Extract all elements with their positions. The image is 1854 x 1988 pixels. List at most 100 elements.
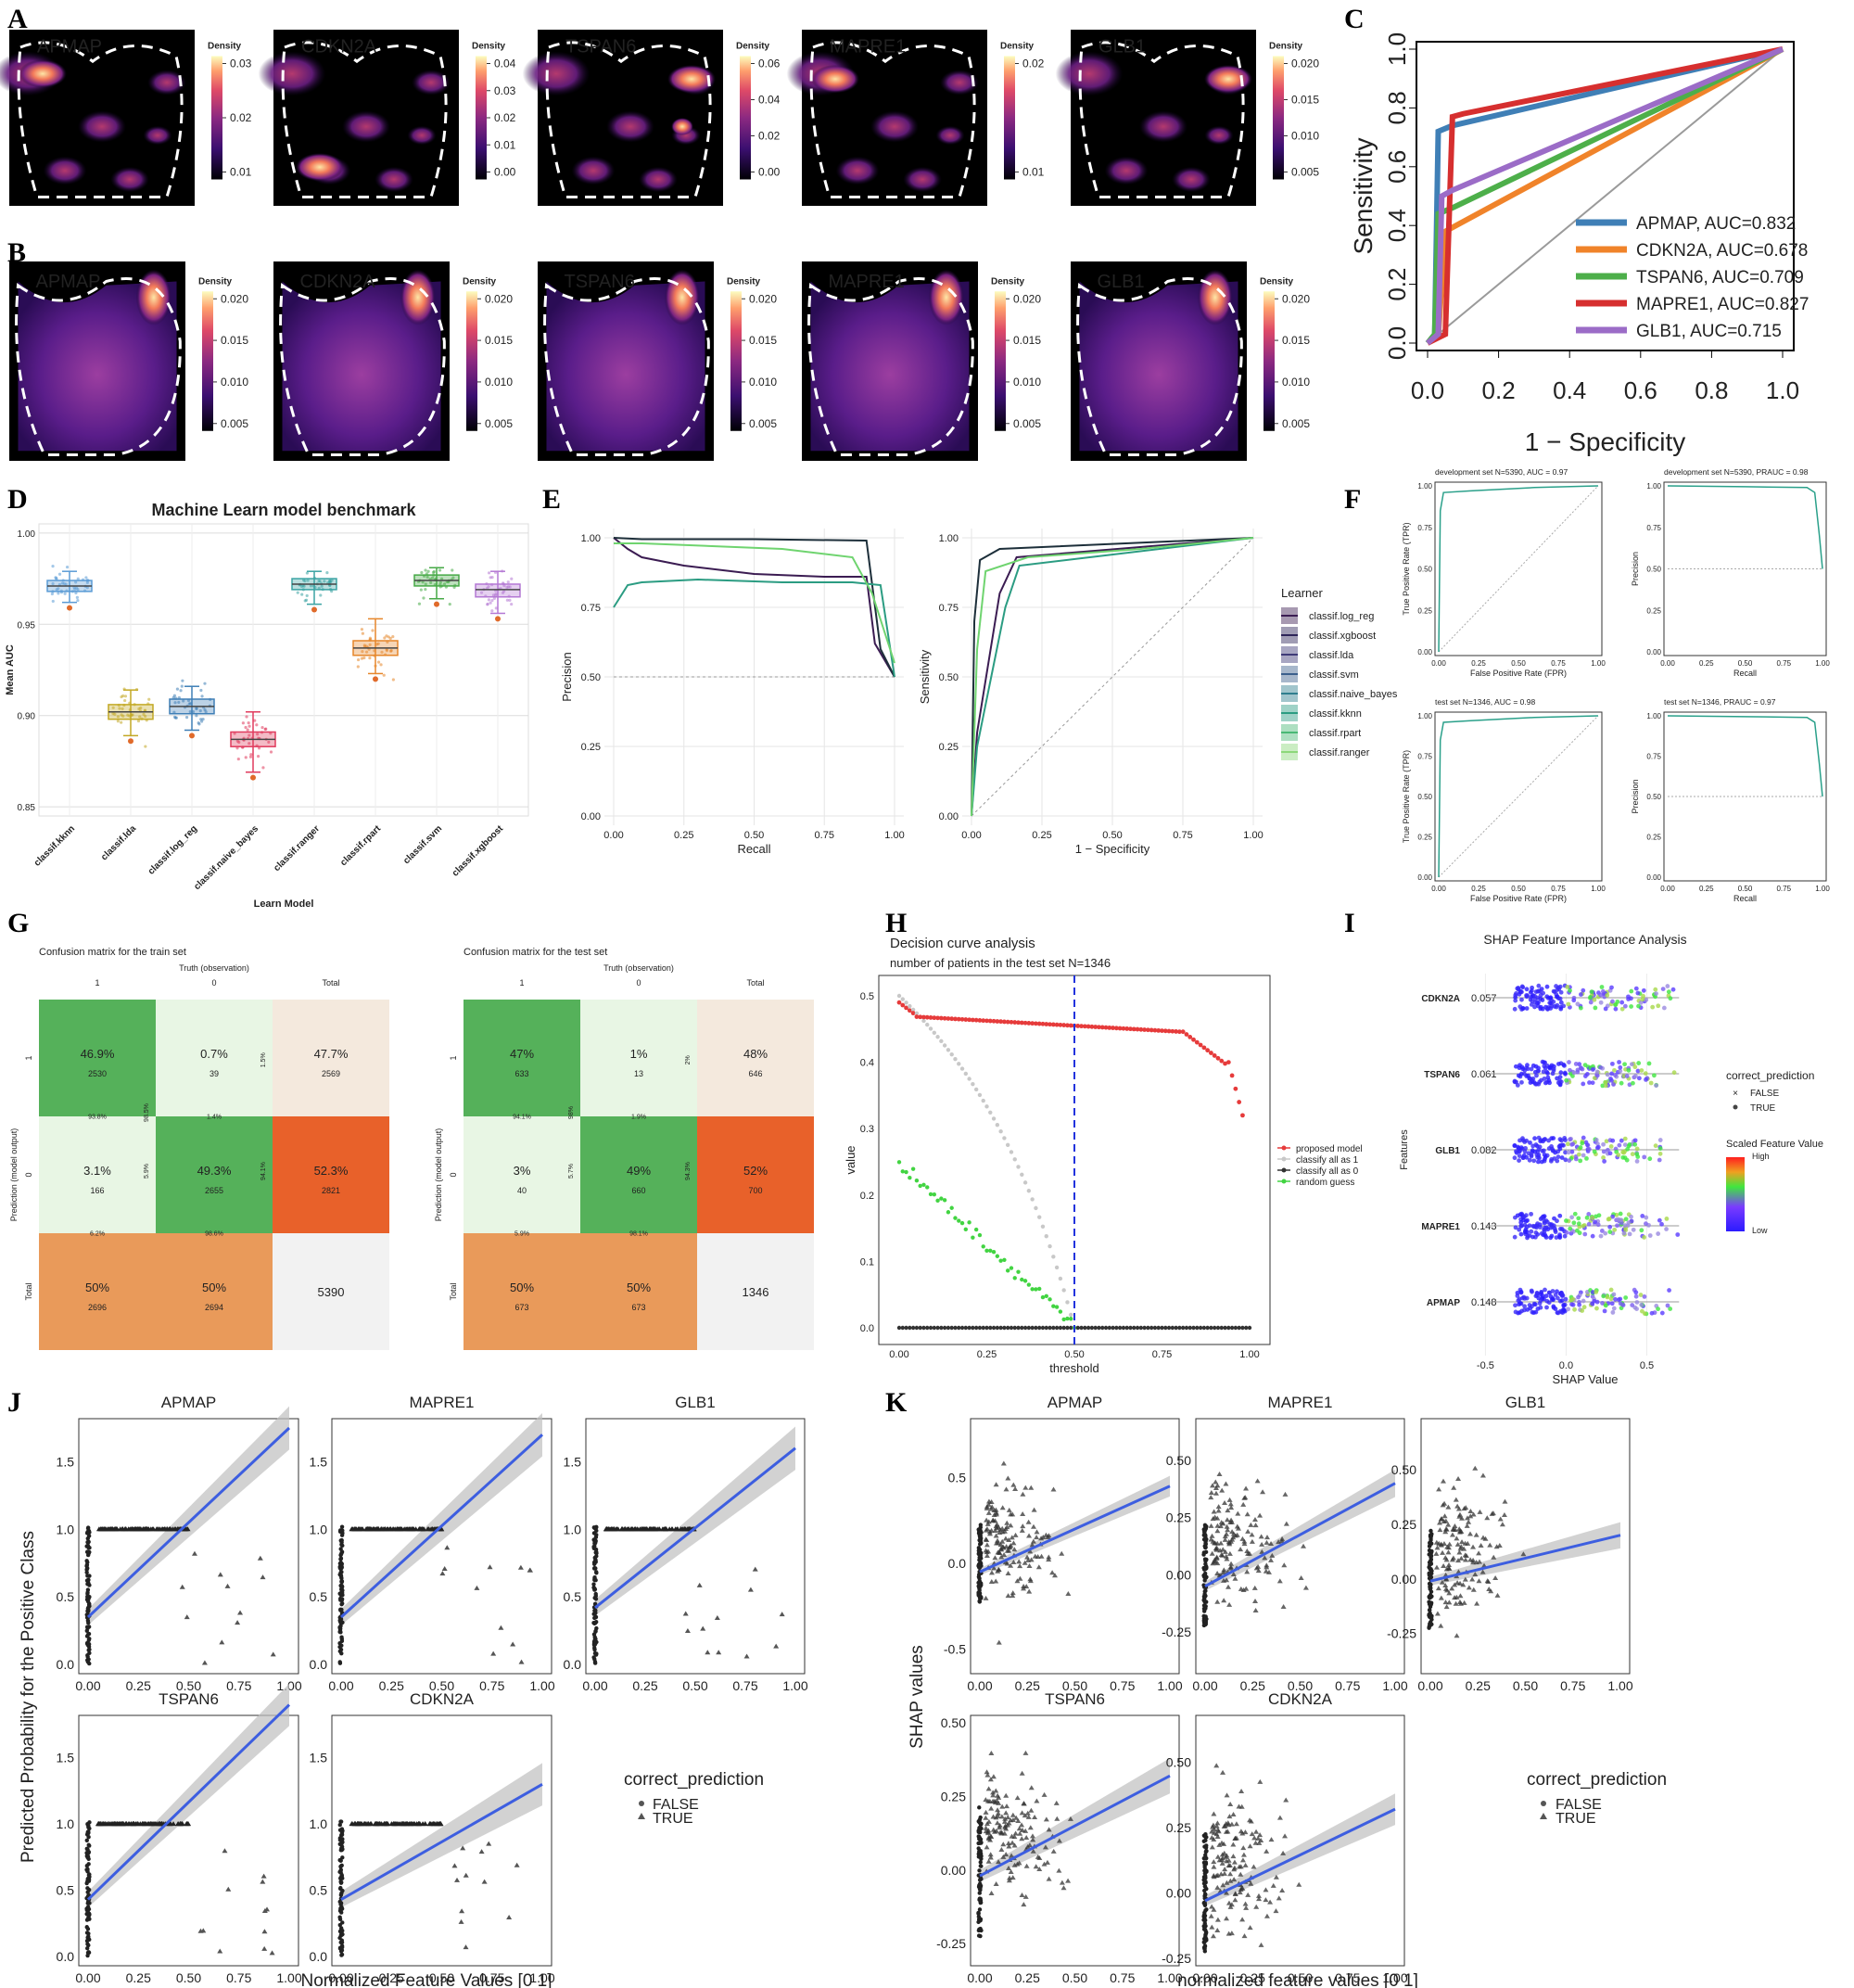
y-tick-label: 0.50 [1391, 1462, 1416, 1477]
model-point [995, 1019, 1000, 1024]
shap-point [1043, 1532, 1049, 1537]
all-zero-point [925, 1325, 930, 1331]
auc-point [380, 650, 384, 654]
shap-point [1596, 1213, 1602, 1218]
x-tick-label: 0.0 [1559, 1360, 1573, 1371]
cell-count: 2694 [205, 1303, 223, 1312]
shap-point [1654, 1083, 1659, 1089]
auc-point [510, 577, 514, 580]
legend-entry: FALSE [653, 1797, 699, 1813]
shap-point [1000, 1841, 1007, 1847]
y-tick-label: 1.0 [57, 1816, 75, 1831]
shap-point [1589, 989, 1594, 994]
shap-point [1652, 1073, 1657, 1078]
zero-point [976, 1919, 981, 1925]
shap-point [1512, 1006, 1517, 1012]
shap-point [999, 1525, 1006, 1531]
column-label: Total [322, 978, 339, 988]
shap-point [984, 1536, 990, 1542]
shap-point [983, 1825, 989, 1830]
all-zero-point [1205, 1325, 1210, 1331]
shap-point [1226, 1601, 1233, 1607]
shap-point [1644, 1215, 1649, 1220]
shap-point [1225, 1584, 1232, 1589]
cell-count: 39 [210, 1069, 219, 1078]
model-point [1061, 1023, 1067, 1027]
shap-point [1525, 1307, 1530, 1312]
fit-line [979, 1774, 1171, 1878]
colorbar-tick-label: 0.020 [1282, 292, 1310, 305]
shap-point [1543, 1137, 1548, 1141]
zero-point [1203, 1876, 1208, 1880]
x-tick-label: 0.25 [977, 1349, 997, 1360]
shap-point [993, 1511, 999, 1517]
legend-entry: classif.kknn [1309, 708, 1362, 720]
x-tick-label: 1.00 [1607, 1678, 1632, 1693]
true-point [101, 1526, 108, 1532]
zero-point [340, 1920, 345, 1925]
shap-point [1232, 1897, 1238, 1903]
colorbar-tick-label: 0.020 [1291, 57, 1319, 70]
shap-point [1476, 1578, 1482, 1584]
auc-point [120, 720, 123, 724]
gene-label: MAPRE1 [830, 37, 906, 57]
colorbar-tick-label: 0.020 [749, 292, 777, 305]
shap-point [1524, 1230, 1530, 1235]
shap-point [1611, 1306, 1617, 1311]
shap-point [1624, 1074, 1630, 1078]
shap-point [1269, 1552, 1276, 1558]
shap-point [1227, 1801, 1234, 1806]
shap-point [1566, 1150, 1571, 1155]
gene-label: TSPAN6 [565, 37, 636, 57]
shap-point [1635, 990, 1641, 996]
shap-point [1449, 1586, 1455, 1591]
zero-point [337, 1661, 343, 1665]
shap-point [1028, 1785, 1035, 1790]
shap-point [993, 1788, 999, 1793]
shap-point [1569, 1215, 1575, 1220]
shap-point [1556, 987, 1562, 992]
zero-point [339, 1891, 344, 1895]
shap-point [1435, 1586, 1441, 1591]
zero-point [592, 1647, 597, 1652]
shap-point [1019, 1810, 1025, 1816]
zero-point [85, 1587, 91, 1592]
tissue-outline [545, 41, 712, 198]
y-tick-label: 0.00 [581, 811, 601, 822]
auc-point [494, 606, 498, 610]
shap-point [1213, 1763, 1220, 1768]
all-zero-point [1093, 1325, 1098, 1331]
y-axis-label: SHAP values [908, 1645, 927, 1749]
random-point [1069, 1317, 1073, 1321]
x-tick-label: 0.50 [744, 830, 764, 841]
y-tick-label: 0.1 [860, 1256, 874, 1268]
outlier-point [705, 1650, 711, 1655]
shap-point [1221, 1598, 1227, 1603]
matrix-cell [697, 1233, 814, 1350]
x-tick-label: 0.25 [1015, 1970, 1040, 1985]
shap-point [1512, 1234, 1517, 1240]
true-point [128, 1526, 134, 1532]
feature-label: CDKN2A [1421, 994, 1460, 1004]
all-one-point [1030, 1197, 1035, 1202]
all-one-point [963, 1071, 969, 1077]
y-tick-label: 1.5 [310, 1454, 328, 1469]
auc-point [111, 706, 115, 709]
shap-point [1024, 1810, 1031, 1816]
auc-point [376, 642, 380, 645]
shap-point [1520, 1551, 1527, 1557]
shap-point [1619, 1006, 1625, 1012]
all-one-point [953, 1056, 958, 1062]
shap-point [1445, 1549, 1452, 1555]
density-spot [78, 110, 126, 143]
shap-point [1518, 1145, 1524, 1151]
zero-point [85, 1618, 91, 1624]
colorbar-tick-label: 0.005 [1291, 166, 1319, 179]
outlier-point [514, 1862, 520, 1867]
shap-point [1559, 1298, 1565, 1304]
outlier-point [696, 1582, 703, 1587]
model-point [1048, 1022, 1052, 1027]
random-point [914, 1179, 920, 1183]
